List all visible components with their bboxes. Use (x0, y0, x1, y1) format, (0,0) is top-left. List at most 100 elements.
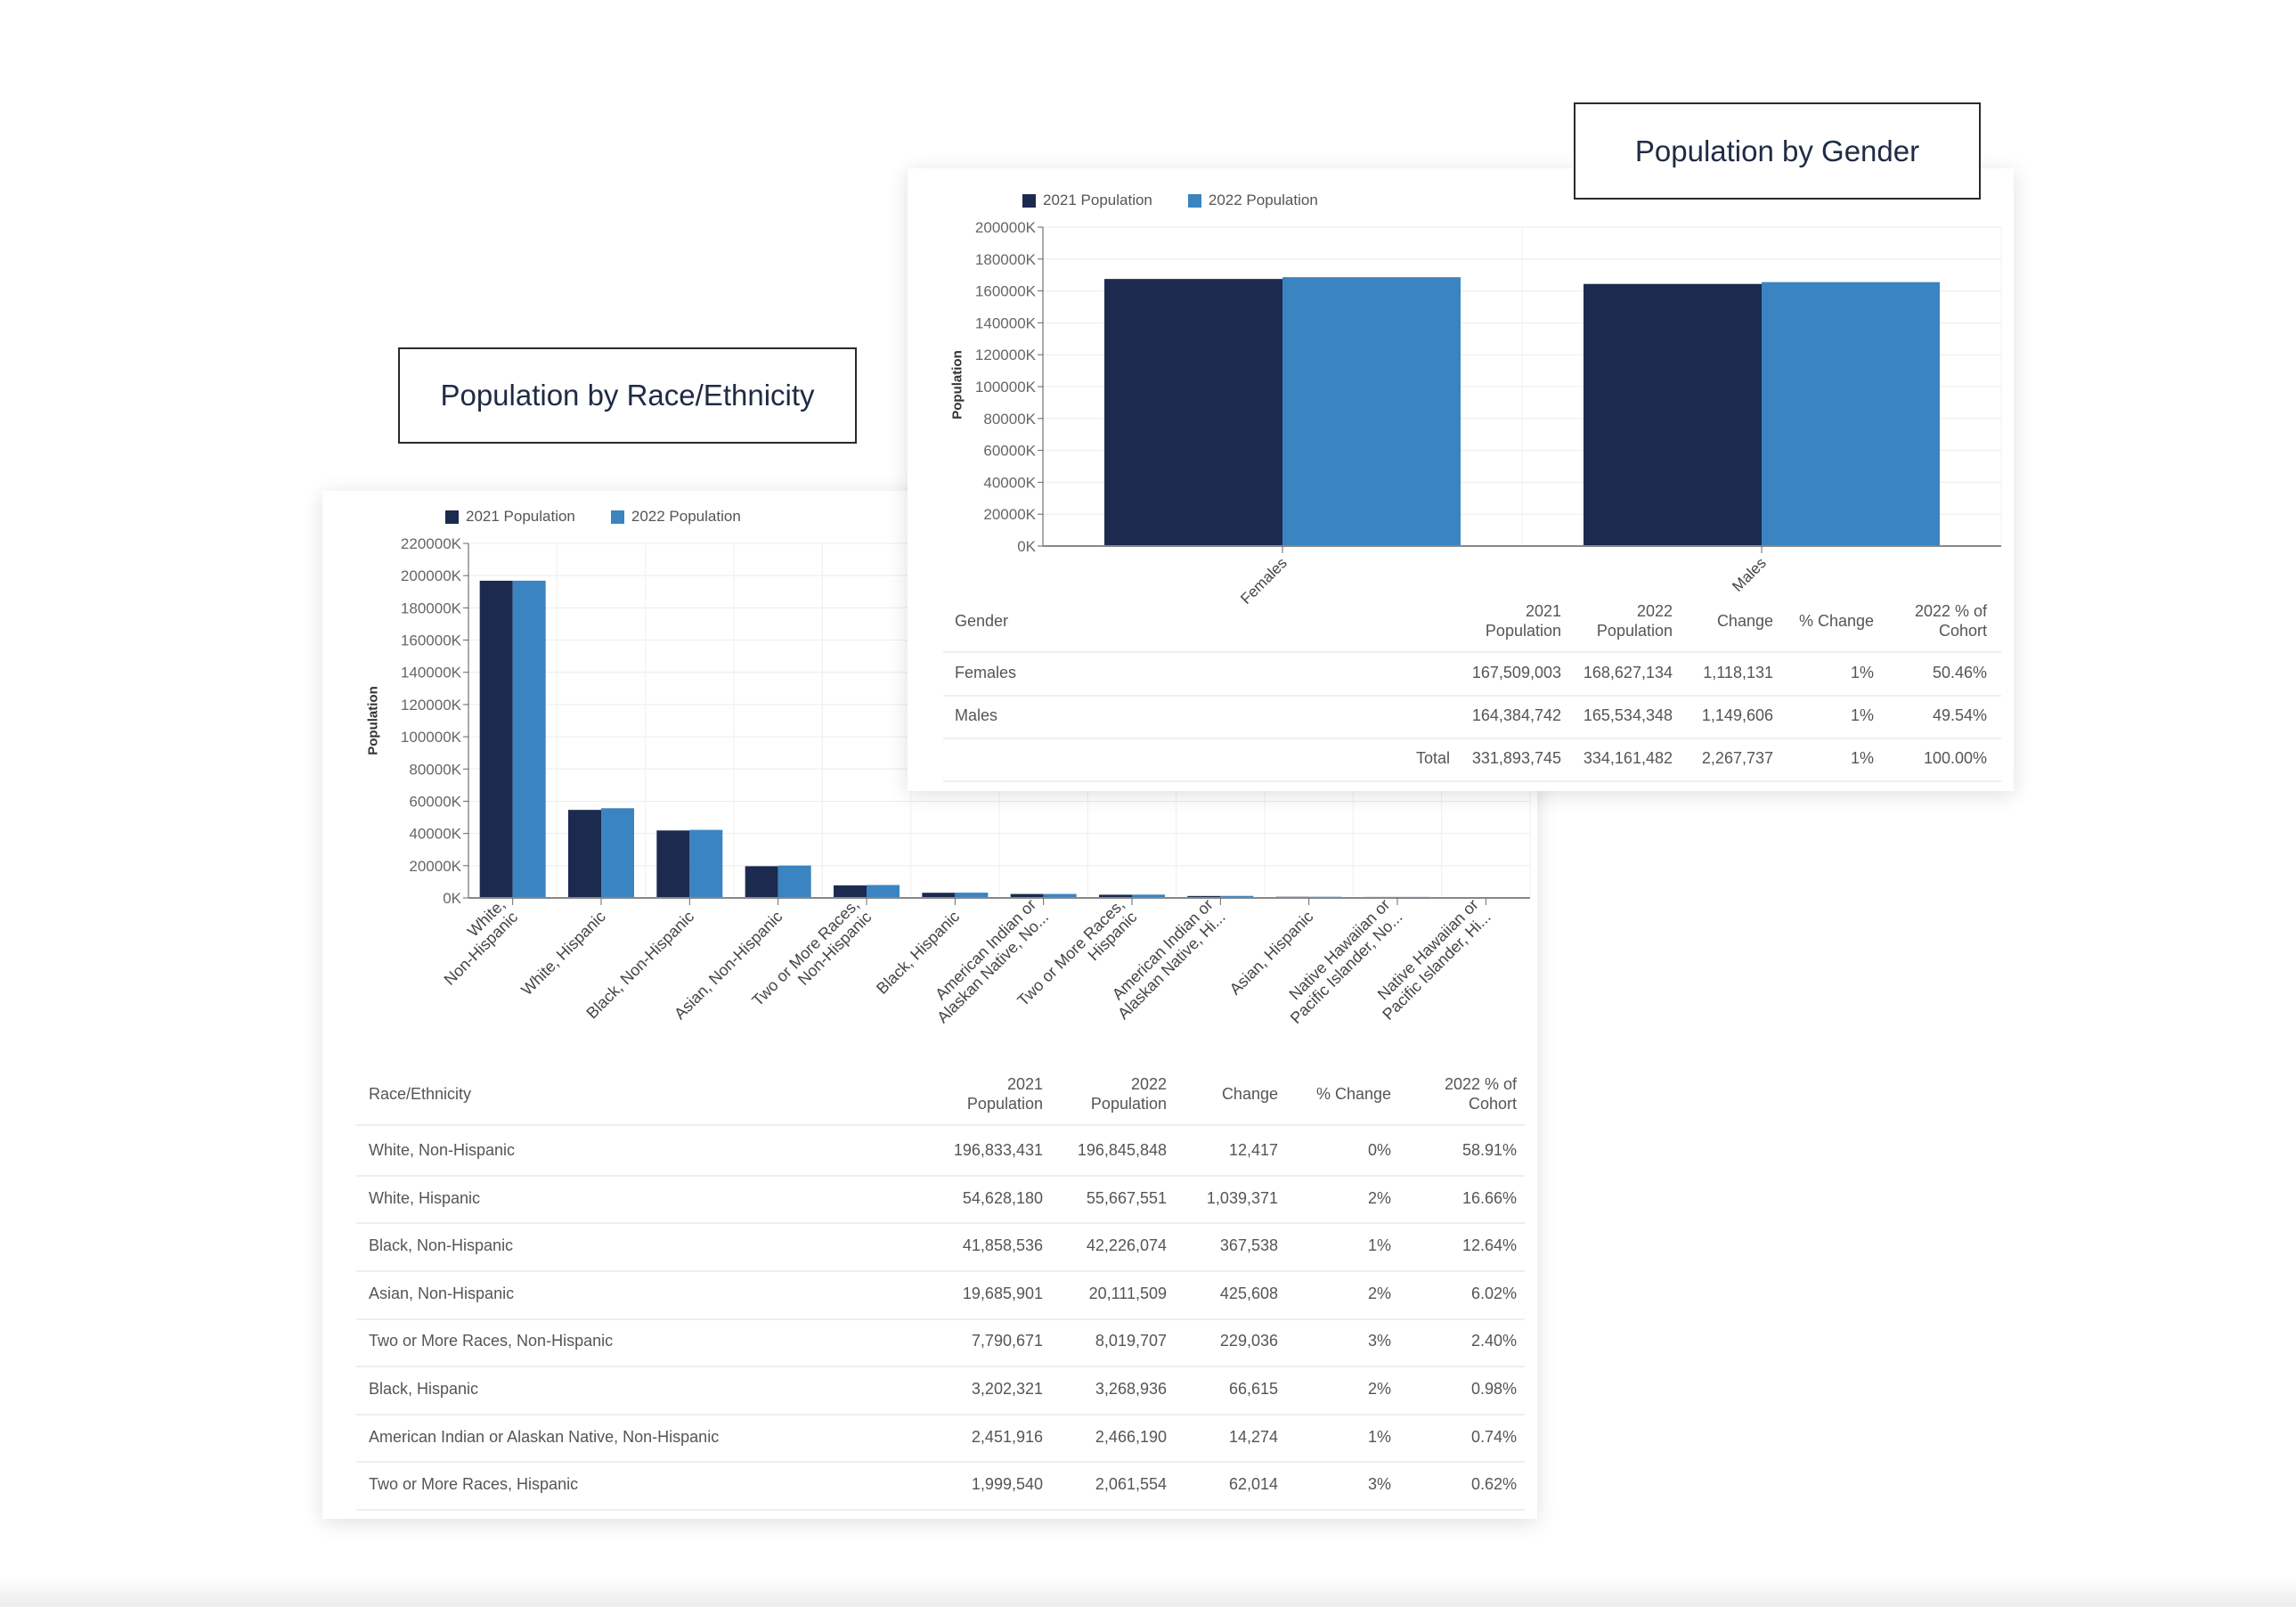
table-cell: 42,226,074 (1086, 1236, 1167, 1255)
table-cell: 66,615 (1228, 1380, 1278, 1398)
column-header: 2022 Population (1596, 602, 1673, 640)
table-cell: 1,999,540 (971, 1475, 1043, 1494)
y-tick-label: 160000K (975, 283, 1037, 300)
bar-2022[interactable] (778, 865, 811, 898)
table-cell: 0.62% (1470, 1475, 1517, 1494)
table-cell: 167,509,003 (1471, 664, 1561, 681)
y-tick-label: 40000K (409, 826, 461, 843)
gender-chart-title: Population by Gender (1574, 102, 1981, 200)
table-cell: 54,628,180 (962, 1188, 1043, 1207)
table-cell: 1,149,606 (1701, 706, 1773, 724)
bar-2021[interactable] (1010, 893, 1044, 898)
y-tick-label: 0K (443, 890, 461, 907)
bar-2021[interactable] (479, 580, 513, 898)
y-tick-label: 60000K (409, 793, 461, 810)
bar-2021[interactable] (745, 866, 778, 898)
row-divider (356, 1366, 1525, 1368)
y-tick-label: 180000K (975, 251, 1037, 268)
column-header: % Change (1798, 612, 1874, 630)
y-tick-label: 140000K (401, 665, 462, 681)
gender-bar-chart: 0K 20000K 40000K 60000K 80000K 100000K 120000K… (975, 219, 2002, 608)
table-cell: 196,833,431 (953, 1141, 1043, 1159)
table-cell: 12,417 (1228, 1141, 1278, 1159)
legend-label: 2022 Population (631, 508, 741, 525)
table-cell: 1,039,371 (1206, 1188, 1278, 1207)
column-header: % Change (1315, 1085, 1391, 1103)
bar-2022[interactable] (1282, 277, 1461, 546)
bottom-edge (0, 1577, 2296, 1607)
bar-2021[interactable] (1104, 279, 1282, 546)
table-cell: 425,608 (1219, 1284, 1278, 1302)
column-header: 2021 Population (966, 1075, 1043, 1113)
legend-swatch-2022 (1187, 193, 1201, 208)
table-cell: 1% (1850, 706, 1874, 724)
bar-2021[interactable] (922, 893, 956, 898)
gender-legend: 2021 Population 2022 Population (1022, 192, 1318, 209)
y-tick-label: 220000K (401, 535, 462, 552)
row-divider (943, 738, 2001, 739)
table-cell: 55,667,551 (1086, 1188, 1167, 1207)
bar-2021[interactable] (1099, 894, 1132, 898)
bar-2022[interactable] (512, 580, 546, 898)
legend-swatch-2022 (610, 510, 624, 524)
row-label: White, Non-Hispanic (369, 1141, 516, 1159)
legend-item-2021[interactable]: 2021 Population (1022, 192, 1152, 209)
y-tick-label: 60000K (983, 443, 1036, 460)
bar-2022[interactable] (1220, 895, 1254, 898)
table-cell: 3% (1367, 1475, 1391, 1494)
table-cell: 16.66% (1461, 1188, 1517, 1207)
table-cell: 2% (1367, 1188, 1391, 1207)
table-cell: 0.98% (1470, 1380, 1517, 1398)
total-cell: 334,161,482 (1583, 749, 1673, 767)
race-chart-title: Population by Race/Ethnicity (398, 347, 857, 444)
y-tick-label: 40000K (983, 474, 1036, 491)
bar-2022[interactable] (689, 829, 723, 898)
bar-2022[interactable] (1762, 281, 1940, 546)
table-cell: 1% (1850, 664, 1874, 681)
legend-label: 2021 Population (466, 508, 575, 525)
table-cell: 19,685,901 (962, 1284, 1043, 1302)
table-cell: 1% (1367, 1236, 1391, 1255)
legend-swatch-2021 (445, 510, 459, 524)
legend-item-2021[interactable]: 2021 Population (445, 508, 575, 526)
header-divider (356, 1124, 1525, 1126)
row-label: American Indian or Alaskan Native, Non-H… (369, 1427, 720, 1446)
bar-2022[interactable] (1043, 893, 1077, 898)
table-cell: 6.02% (1470, 1284, 1517, 1302)
race-bar-chart: 0K 20000K 40000K 60000K 80000K 100000K 120000K… (401, 535, 1531, 1027)
legend-item-2022[interactable]: 2022 Population (1187, 192, 1318, 209)
row-divider (356, 1461, 1525, 1464)
y-tick-label: 140000K (975, 314, 1037, 331)
column-header: Change (1221, 1085, 1278, 1103)
column-header: 2022 % of Cohort (1444, 1075, 1517, 1113)
row-label: Two or More Races, Hispanic (369, 1475, 579, 1494)
table-cell: 1,118,131 (1703, 664, 1773, 681)
bar-2021[interactable] (568, 810, 601, 898)
bar-2021[interactable] (1584, 283, 1762, 546)
bar-2021[interactable] (834, 885, 867, 898)
table-cell: 2% (1367, 1380, 1391, 1398)
table-cell: 62,014 (1228, 1475, 1278, 1494)
bar-2021[interactable] (1187, 895, 1221, 898)
y-tick-label: 80000K (409, 761, 461, 778)
bar-2022[interactable] (867, 885, 900, 898)
table-cell: 3,202,321 (971, 1380, 1043, 1398)
table-cell: 196,845,848 (1077, 1141, 1167, 1159)
y-tick-label: 100000K (401, 729, 462, 746)
table-cell: 229,036 (1219, 1332, 1278, 1350)
legend-label: 2022 Population (1208, 192, 1318, 208)
bar-2022[interactable] (955, 893, 989, 898)
row-divider (943, 780, 2001, 782)
bar-2022[interactable] (601, 808, 634, 898)
legend-item-2022[interactable]: 2022 Population (610, 508, 741, 526)
row-divider (943, 695, 2001, 697)
table-cell: 2.40% (1470, 1332, 1517, 1350)
y-tick-label: 200000K (401, 567, 462, 584)
header-divider (943, 651, 2001, 653)
bar-2021[interactable] (656, 830, 690, 898)
table-cell: 8,019,707 (1095, 1332, 1167, 1350)
y-tick-label: 200000K (975, 219, 1037, 236)
x-tick-label: White,Non-Hispanic (428, 895, 522, 989)
column-header: 2021 Population (1485, 602, 1561, 640)
bar-2022[interactable] (1132, 894, 1165, 898)
